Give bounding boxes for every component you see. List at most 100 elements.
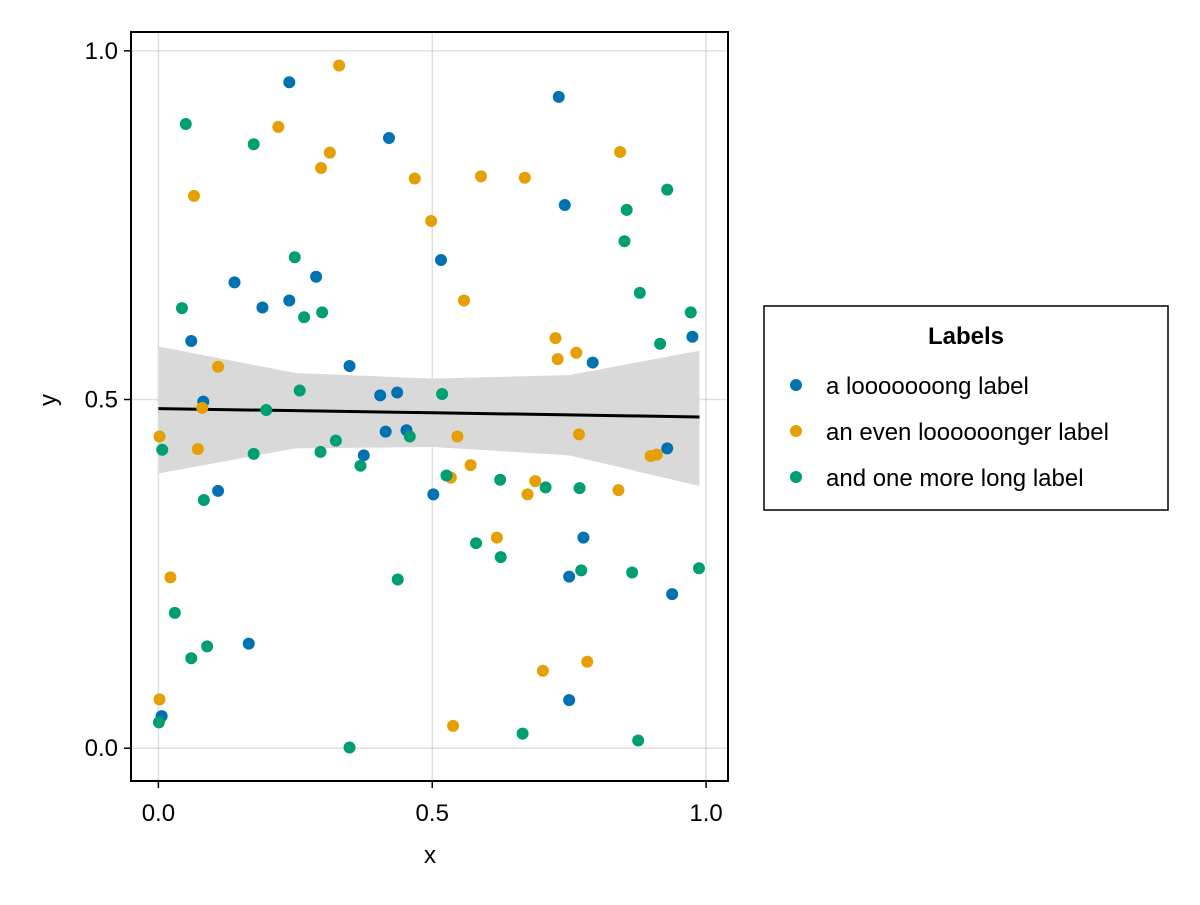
data-point-series-3 (632, 734, 645, 747)
data-point-series-3 (152, 716, 165, 729)
data-point-series-2 (474, 170, 487, 183)
legend-marker-series-2 (790, 425, 802, 437)
data-point-series-3 (620, 203, 633, 216)
data-point-series-1 (563, 570, 576, 583)
data-point-series-3 (494, 551, 507, 564)
data-point-series-3 (440, 469, 453, 482)
data-point-series-3 (516, 727, 529, 740)
data-point-series-3 (185, 652, 198, 665)
data-point-series-2 (529, 475, 542, 488)
data-point-series-3 (575, 564, 588, 577)
legend-title: Labels (928, 323, 1004, 350)
data-point-series-1 (374, 389, 387, 402)
data-point-series-3 (197, 493, 210, 506)
axis-ticks-layer: 0.0 0.5 1.0 0.0 0.5 1.0 (85, 38, 723, 827)
data-point-series-2 (196, 401, 209, 414)
data-point-series-3 (288, 251, 301, 264)
data-point-series-2 (333, 59, 346, 72)
data-point-series-3 (684, 306, 697, 319)
data-point-series-3 (573, 482, 586, 495)
data-point-series-1 (379, 425, 392, 438)
data-point-series-3 (343, 741, 356, 754)
data-point-series-2 (551, 353, 564, 366)
data-point-series-3 (329, 434, 342, 447)
data-point-series-3 (494, 473, 507, 486)
data-point-series-2 (458, 294, 471, 307)
x-tick-label: 0.5 (416, 800, 449, 827)
data-point-series-2 (323, 146, 336, 159)
data-point-series-2 (614, 145, 627, 158)
data-point-series-2 (447, 719, 460, 732)
data-point-series-2 (272, 120, 285, 133)
data-point-series-2 (212, 360, 225, 373)
confidence-band (158, 346, 700, 487)
regression-line (158, 407, 700, 419)
data-point-series-1 (283, 294, 296, 307)
data-points-layer (152, 59, 705, 754)
data-point-series-3 (470, 537, 483, 550)
data-point-series-2 (315, 161, 328, 174)
data-point-series-3 (175, 302, 188, 315)
data-point-series-3 (260, 403, 273, 416)
data-point-series-3 (314, 445, 327, 458)
data-point-series-1 (357, 449, 370, 462)
data-point-series-2 (521, 488, 534, 501)
x-axis-label: x (424, 842, 436, 869)
data-point-series-2 (581, 655, 594, 668)
data-point-series-3 (391, 573, 404, 586)
data-point-series-3 (354, 459, 367, 472)
y-tick-label: 0.0 (85, 735, 118, 762)
legend-box (763, 305, 1169, 511)
data-point-series-1 (343, 360, 356, 373)
x-tick-label: 0.0 (142, 800, 175, 827)
data-point-series-1 (256, 301, 269, 314)
legend: Labels a looooooong label an even loooooo… (763, 305, 1169, 511)
data-point-series-1 (185, 334, 198, 347)
data-point-series-2 (570, 346, 583, 359)
data-point-series-1 (228, 276, 241, 289)
data-point-series-3 (626, 566, 639, 579)
data-point-series-1 (558, 198, 571, 211)
data-point-series-3 (201, 640, 214, 653)
data-point-series-2 (549, 332, 562, 345)
data-point-series-3 (168, 606, 181, 619)
data-point-series-3 (179, 118, 192, 131)
data-point-series-3 (654, 337, 667, 350)
y-tick-label: 1.0 (85, 38, 118, 65)
legend-marker-series-3 (790, 471, 802, 483)
data-point-series-1 (310, 270, 323, 283)
legend-marker-series-1 (790, 379, 802, 391)
legend-label-series-3: and one more long label (826, 465, 1084, 492)
data-point-series-2 (153, 693, 166, 706)
data-point-series-2 (153, 430, 166, 443)
data-point-series-3 (692, 562, 705, 575)
data-point-series-2 (650, 448, 663, 461)
data-point-series-2 (490, 531, 503, 544)
data-point-series-1 (283, 76, 296, 89)
data-point-series-3 (293, 384, 306, 397)
data-point-series-3 (298, 311, 311, 324)
data-point-series-3 (618, 235, 631, 248)
data-point-series-3 (156, 443, 169, 456)
data-point-series-1 (391, 386, 404, 399)
data-point-series-3 (436, 387, 449, 400)
y-tick-label: 0.5 (85, 387, 118, 414)
data-point-series-1 (242, 637, 255, 650)
data-point-series-3 (316, 306, 329, 319)
legend-label-series-2: an even loooooonger label (826, 419, 1109, 446)
data-point-series-1 (435, 254, 448, 267)
data-point-series-3 (403, 430, 416, 443)
data-point-series-2 (191, 443, 204, 456)
data-point-series-2 (518, 171, 531, 184)
data-point-series-1 (577, 531, 590, 544)
data-point-series-2 (612, 484, 625, 497)
data-point-series-3 (633, 286, 646, 299)
plot-frame (130, 31, 729, 782)
data-point-series-2 (464, 459, 477, 472)
data-point-series-2 (573, 428, 586, 441)
data-point-series-2 (408, 172, 421, 185)
data-point-series-1 (586, 356, 599, 369)
data-point-series-1 (666, 588, 679, 601)
data-point-series-2 (187, 189, 200, 202)
